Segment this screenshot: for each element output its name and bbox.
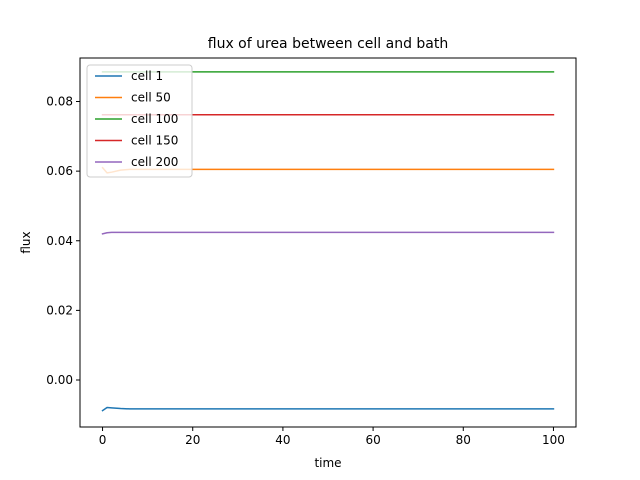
- y-tick-label: 0.02: [46, 303, 73, 317]
- x-tick-label: 40: [275, 433, 290, 447]
- x-tick-label: 100: [542, 433, 565, 447]
- plot-frame: [79, 57, 577, 428]
- x-tick-label: 60: [365, 433, 380, 447]
- x-tick-label: 0: [99, 433, 107, 447]
- y-axis-title: flux: [19, 231, 33, 253]
- series-line-cell-1: [101, 406, 555, 412]
- legend-label: cell 200: [131, 155, 178, 169]
- y-tick-label: 0.00: [46, 373, 73, 387]
- legend-label: cell 150: [131, 134, 178, 148]
- axis-ticks: 0 20 40 60 80 100 0.00 0.02 0.04 0.06 0.08: [46, 95, 565, 447]
- y-tick-label: 0.04: [46, 234, 73, 248]
- legend: cell 1 cell 50 cell 100 cell 150 cell 200: [86, 64, 193, 178]
- series-line-cell-200: [101, 231, 555, 235]
- legend-label: cell 100: [131, 112, 178, 126]
- chart-title: flux of urea between cell and bath: [208, 36, 448, 52]
- x-tick-label: 80: [456, 433, 471, 447]
- legend-label: cell 50: [131, 91, 171, 105]
- legend-label: cell 1: [131, 69, 163, 83]
- x-axis-title: time: [314, 456, 341, 470]
- y-tick-label: 0.08: [46, 95, 73, 109]
- x-tick-label: 20: [185, 433, 200, 447]
- legend-box: [86, 64, 193, 178]
- y-tick-label: 0.06: [46, 164, 73, 178]
